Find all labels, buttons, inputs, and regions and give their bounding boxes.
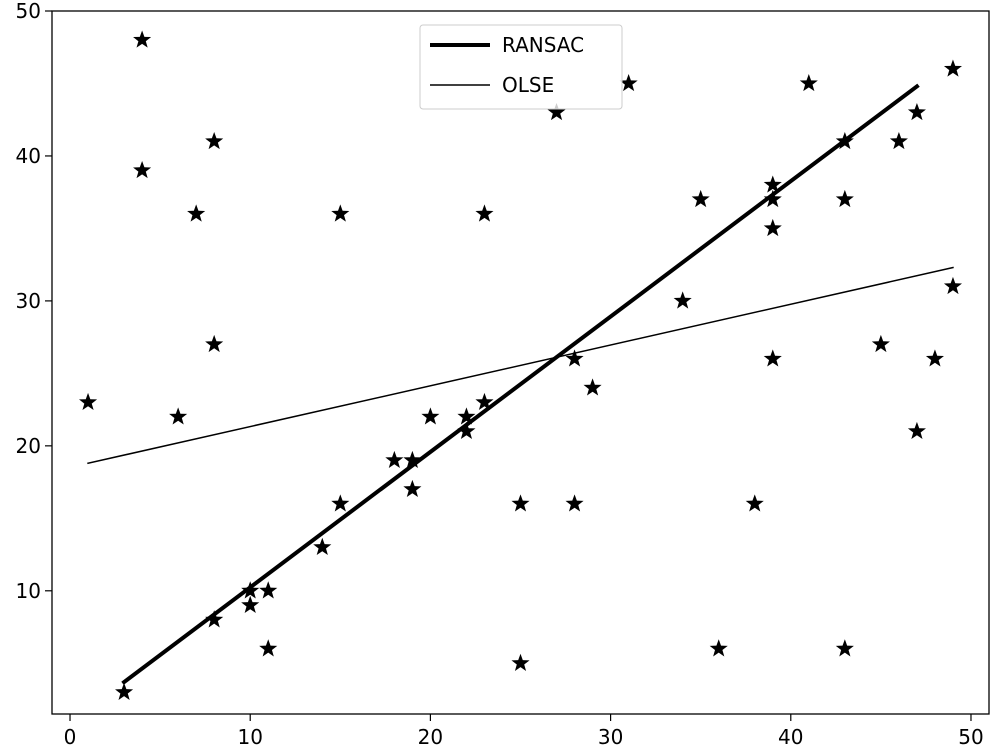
data-point <box>259 639 278 657</box>
data-point <box>187 204 206 222</box>
y-tick-label: 30 <box>16 289 41 313</box>
data-point <box>205 610 224 628</box>
legend: RANSAC OLSE <box>419 24 623 110</box>
y-tick-label: 40 <box>16 144 41 168</box>
data-point <box>115 682 134 700</box>
data-point <box>619 73 638 92</box>
x-tick-label: 30 <box>598 725 623 749</box>
data-point <box>169 407 188 425</box>
data-point <box>691 189 710 208</box>
data-point <box>259 581 278 599</box>
data-point <box>835 131 854 150</box>
data-point <box>205 131 224 150</box>
data-point <box>835 189 854 208</box>
data-point <box>421 407 440 425</box>
data-point <box>889 131 908 150</box>
data-point <box>331 494 350 512</box>
y-tick-label: 20 <box>16 434 41 458</box>
data-point <box>457 407 476 425</box>
data-point <box>385 450 404 469</box>
data-point <box>241 581 260 599</box>
data-point <box>133 30 152 48</box>
data-point <box>763 189 782 208</box>
x-tick-label: 20 <box>418 725 443 749</box>
series-line-olse <box>87 266 954 465</box>
data-point <box>475 392 494 411</box>
marks-layer <box>79 30 962 700</box>
data-point <box>475 204 494 222</box>
data-point <box>79 392 98 411</box>
data-point <box>763 175 782 193</box>
data-point <box>403 479 422 498</box>
y-tick-label: 50 <box>16 0 41 23</box>
data-point <box>943 276 962 295</box>
legend-ransac-label: RANSAC <box>502 33 584 57</box>
data-point <box>565 349 584 367</box>
data-point <box>547 102 566 121</box>
x-tick-label: 0 <box>64 725 77 749</box>
data-point <box>133 160 152 179</box>
data-point <box>907 102 926 121</box>
data-point <box>205 334 224 353</box>
data-point <box>457 421 476 440</box>
data-point <box>925 349 944 367</box>
x-tick-label: 40 <box>778 725 803 749</box>
data-point <box>709 639 728 657</box>
data-point <box>907 421 926 440</box>
x-tick-label: 50 <box>958 725 983 749</box>
data-point <box>835 639 854 657</box>
data-point <box>583 378 602 396</box>
x-axis: 0 10 20 30 40 50 <box>64 714 984 749</box>
data-point <box>799 73 818 92</box>
y-axis: 10 20 30 40 50 <box>16 0 52 603</box>
series-line-ransac <box>121 83 920 685</box>
y-tick-label: 10 <box>16 579 41 603</box>
plot-frame <box>51 10 990 715</box>
data-point <box>673 291 692 309</box>
data-point <box>763 349 782 367</box>
data-point <box>403 450 422 469</box>
data-point <box>511 494 530 512</box>
data-point <box>313 537 332 555</box>
data-point <box>763 218 782 237</box>
data-point <box>241 595 260 613</box>
x-tick-label: 10 <box>237 725 262 749</box>
data-point <box>511 653 530 671</box>
data-point <box>331 204 350 222</box>
data-point <box>943 59 962 77</box>
legend-olse-label: OLSE <box>502 73 554 97</box>
data-point <box>871 334 890 353</box>
data-point <box>745 494 764 512</box>
data-point <box>565 494 584 512</box>
